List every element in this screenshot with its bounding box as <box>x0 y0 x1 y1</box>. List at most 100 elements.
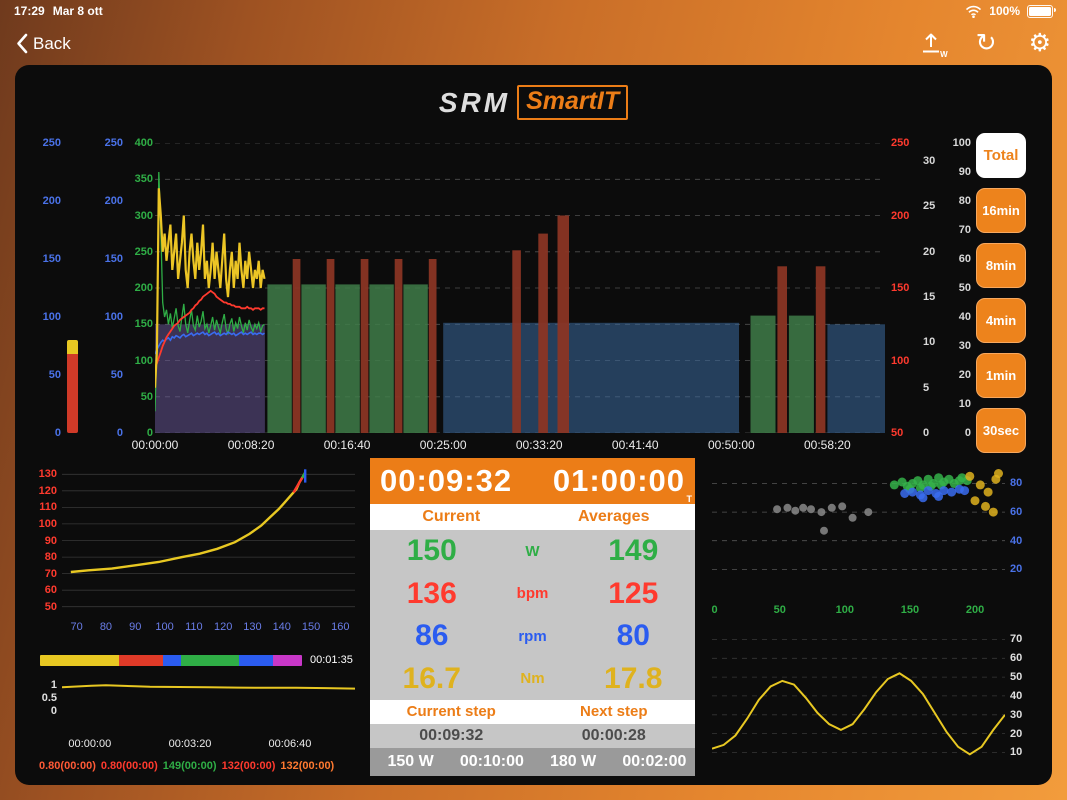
scatter-point-gray <box>827 503 836 512</box>
axis-tick: 100 <box>835 604 854 616</box>
metric-row-heartrate: 136 bpm 125 <box>370 573 695 616</box>
axis-heartrate: 250 200 150 100 50 <box>891 135 921 457</box>
workout-plot <box>155 143 885 433</box>
x-tick-label: 00:33:20 <box>515 438 563 452</box>
duration-button-16min[interactable]: 16min <box>976 188 1026 233</box>
series-heartrate <box>155 289 265 367</box>
axis-tick: 400 <box>134 137 153 149</box>
cadence-power-scatter-chart: 80 60 40 20 0 50 100 150 200 <box>705 458 1052 626</box>
axis-tick: 50 <box>891 427 904 439</box>
metric-current-cadence: 86 <box>415 619 449 653</box>
series-torque <box>155 188 266 388</box>
x-tick-label: 00:08:20 <box>227 438 275 452</box>
axis-tick: 0 <box>711 604 718 616</box>
footer-stat: 149(00:00) <box>162 760 217 772</box>
wave-plot <box>712 638 1005 756</box>
axis-tick: 70 <box>958 224 971 236</box>
footer-stat: 0.80(00:00) <box>39 760 96 772</box>
scatter-point-gray <box>838 502 847 511</box>
zone-distribution-bar: 00:01:35 <box>40 653 370 667</box>
axis-tick: 150 <box>891 282 910 294</box>
x-tick-label: 00:00:00 <box>131 438 179 452</box>
duration-button-30sec[interactable]: 30sec <box>976 408 1026 453</box>
axis-tick: 110 <box>39 501 57 514</box>
axis-tick: 60 <box>958 253 971 265</box>
axis-tick: 80 <box>958 195 971 207</box>
plan-block-5 <box>335 284 360 433</box>
axis-tick: 250 <box>42 137 61 149</box>
duration-button-total[interactable]: Total <box>976 133 1026 178</box>
back-button[interactable]: Back <box>16 33 71 54</box>
axis-tick: 160 <box>331 621 350 633</box>
settings-gear-icon[interactable]: ⚙ <box>1028 29 1051 57</box>
axis-tick: 150 <box>42 253 61 265</box>
current-step-label: Current step <box>406 703 496 720</box>
axis-tick: 5 <box>923 381 930 394</box>
axis-tick: 100 <box>104 311 123 323</box>
x-tick-label: 00:25:00 <box>419 438 467 452</box>
metric-unit-cadence: rpm <box>518 627 547 645</box>
scatter-point-gray <box>864 508 873 517</box>
metric-row-torque: 16.7 Nm 17.8 <box>370 658 695 701</box>
refresh-icon[interactable]: ↻ <box>975 29 997 57</box>
plan-block-7 <box>403 284 428 433</box>
axis-left-2: 250 200 150 100 50 0 <box>87 135 123 457</box>
scatter-point-blue <box>934 491 944 501</box>
zone-segment <box>118 654 164 666</box>
axis-tick: 150 <box>134 318 153 331</box>
scatter-point-yellow <box>965 471 975 481</box>
scatter-point-yellow <box>981 501 990 511</box>
axis-tick: 90 <box>958 166 971 178</box>
scatter-point-gray <box>773 505 782 514</box>
timer-header[interactable]: 00:09:32 01:00:00 T <box>370 458 695 504</box>
axis-torque: 30 25 20 15 10 5 0 <box>923 135 943 457</box>
axis-tick: 70 <box>44 567 57 580</box>
back-label: Back <box>33 33 71 53</box>
plan-block-13 <box>512 250 521 433</box>
axis-tick: 10 <box>1010 746 1023 759</box>
plan-block-8 <box>292 259 301 433</box>
axis-tick: 110 <box>185 621 203 633</box>
axis-tick: 60 <box>1010 506 1023 519</box>
axis-tick: 00:03:20 <box>168 738 212 750</box>
app-logo: SRM SmartIT <box>15 85 1052 120</box>
footer-stat: 0.80(00:00) <box>100 760 158 772</box>
averages-label: Averages <box>578 508 650 525</box>
plan-block-3 <box>267 284 292 433</box>
current-step-elapsed: 00:09:32 <box>419 727 484 744</box>
scatter-point-gray <box>848 513 857 522</box>
scatter-point-blue <box>923 486 933 496</box>
duration-button-1min[interactable]: 1min <box>976 353 1026 398</box>
axis-tick: 50 <box>1010 671 1023 684</box>
scatter-point-gray <box>791 506 800 515</box>
duration-button-8min[interactable]: 8min <box>976 243 1026 288</box>
axis-tick: 200 <box>42 195 61 207</box>
duration-button-4min[interactable]: 4min <box>976 298 1026 343</box>
series-cadence <box>155 331 265 355</box>
zone-segment <box>181 654 240 666</box>
axis-tick: 20 <box>923 245 936 258</box>
scatter-point-yellow <box>988 507 998 517</box>
wifi-icon <box>965 5 982 18</box>
export-workout-icon[interactable]: W <box>918 31 948 59</box>
axis-tick: 350 <box>134 173 153 186</box>
axis-tick: 150 <box>900 604 920 616</box>
ratio-chart: 1 0.5 0 00:00:00 00:03:20 00:06:40 <box>15 675 367 760</box>
scatter-point-gray <box>799 503 808 512</box>
axis-left-1: 250 200 150 100 50 0 <box>25 135 61 457</box>
clock: 17:29 <box>14 4 45 18</box>
axis-tick: 120 <box>38 484 57 497</box>
scatter-point-blue <box>939 486 949 496</box>
axis-tick: 100 <box>155 621 174 633</box>
gauge-segment <box>67 353 78 433</box>
battery-icon <box>1027 4 1056 18</box>
axis-power: 400 350 300 250 200 150 100 50 0 <box>121 135 153 457</box>
scatter-point-blue <box>908 487 917 497</box>
axis-tick: 50 <box>140 390 153 403</box>
axis-tick: 40 <box>958 311 971 323</box>
current-label: Current <box>422 508 481 525</box>
export-sub-label: W <box>940 49 948 59</box>
metric-current-heartrate: 136 <box>406 576 457 610</box>
axis-tick: 0 <box>116 427 123 439</box>
axis-tick: 250 <box>134 245 153 258</box>
